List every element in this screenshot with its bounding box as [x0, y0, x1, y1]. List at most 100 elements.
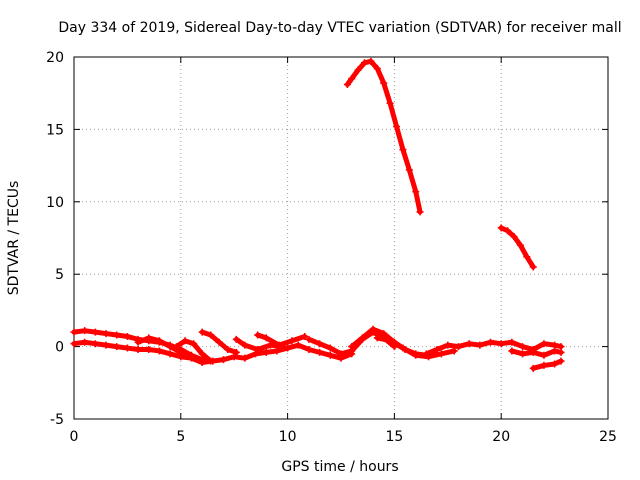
- data-point: [529, 348, 537, 356]
- data-point: [123, 344, 131, 352]
- data-point: [70, 340, 78, 348]
- y-tick-label: 10: [46, 195, 64, 211]
- data-point: [254, 345, 262, 353]
- data-point: [504, 227, 512, 235]
- data-point: [487, 338, 495, 346]
- y-tick-label: -5: [50, 412, 64, 428]
- y-tick-label: 5: [55, 267, 64, 283]
- data-point: [551, 360, 559, 368]
- data-point: [294, 341, 302, 349]
- series-line: [498, 225, 536, 270]
- data-point: [510, 233, 518, 241]
- data-point: [113, 343, 121, 351]
- data-point: [523, 253, 531, 261]
- data-point: [412, 351, 420, 359]
- series-arc-5: [198, 328, 240, 356]
- y-tick-label: 15: [46, 122, 64, 138]
- data-point: [358, 334, 366, 342]
- data-point: [155, 337, 163, 345]
- data-point: [529, 263, 537, 271]
- data-point: [273, 347, 281, 355]
- data-series: [70, 57, 565, 372]
- series-arc-12: [508, 347, 565, 359]
- x-tick-label: 20: [492, 429, 510, 445]
- data-point: [465, 340, 473, 348]
- data-point: [145, 334, 153, 342]
- data-point: [367, 57, 375, 65]
- data-point: [433, 345, 441, 353]
- data-point: [551, 347, 559, 355]
- data-point: [187, 353, 195, 361]
- data-point: [497, 224, 505, 232]
- data-point: [155, 347, 163, 355]
- data-point: [275, 341, 283, 349]
- x-axis-label: GPS time / hours: [281, 459, 398, 475]
- x-tick-label: 0: [70, 429, 79, 445]
- data-point: [405, 166, 413, 174]
- data-point: [81, 338, 89, 346]
- y-tick-label: 0: [55, 340, 64, 356]
- data-point: [416, 208, 424, 216]
- data-point: [444, 341, 452, 349]
- data-point: [497, 340, 505, 348]
- data-point: [369, 325, 377, 333]
- axis-ticks: 0 5 10 15 20 25 -5 0 5 10 15 20: [46, 50, 617, 445]
- data-point: [380, 330, 388, 338]
- data-point: [173, 343, 181, 351]
- data-point: [198, 328, 206, 336]
- data-point: [224, 345, 232, 353]
- series-arc-mid-decline: [497, 224, 537, 271]
- data-point: [337, 350, 345, 358]
- data-point: [166, 350, 174, 358]
- data-point: [386, 337, 394, 345]
- data-point: [540, 340, 548, 348]
- data-point: [134, 345, 142, 353]
- data-point: [81, 327, 89, 335]
- data-point: [113, 331, 121, 339]
- x-tick-label: 10: [279, 429, 297, 445]
- series-arc-3: [134, 334, 195, 361]
- data-point: [516, 241, 524, 249]
- data-point: [215, 338, 223, 346]
- data-point: [102, 341, 110, 349]
- data-point: [254, 331, 262, 339]
- data-point: [198, 359, 206, 367]
- series-arc-4: [173, 337, 215, 365]
- data-point: [529, 364, 537, 372]
- chart-title: Day 334 of 2019, Sidereal Day-to-day VTE…: [58, 20, 621, 36]
- data-point: [348, 75, 356, 83]
- data-point: [393, 123, 401, 131]
- data-point: [519, 350, 527, 358]
- data-point: [412, 188, 420, 196]
- data-point: [262, 334, 270, 342]
- data-point: [134, 338, 142, 346]
- data-point: [166, 343, 174, 351]
- data-point: [540, 361, 548, 369]
- data-point: [207, 331, 215, 339]
- x-tick-label: 25: [599, 429, 617, 445]
- data-point: [301, 332, 309, 340]
- data-point: [476, 341, 484, 349]
- data-point: [230, 353, 238, 361]
- data-point: [557, 357, 565, 365]
- data-point: [177, 348, 185, 356]
- data-point: [354, 66, 362, 74]
- data-point: [181, 337, 189, 345]
- data-point: [380, 79, 388, 87]
- data-point: [373, 65, 381, 73]
- data-point: [326, 344, 334, 352]
- x-tick-label: 5: [176, 429, 185, 445]
- data-point: [305, 335, 313, 343]
- data-point: [232, 335, 240, 343]
- data-point: [399, 146, 407, 154]
- data-point: [91, 340, 99, 348]
- data-point: [399, 344, 407, 352]
- data-point: [241, 341, 249, 349]
- data-point: [91, 328, 99, 336]
- grid: [74, 57, 608, 419]
- data-point: [305, 345, 313, 353]
- data-point: [360, 59, 368, 67]
- x-tick-label: 15: [385, 429, 403, 445]
- data-point: [207, 357, 215, 365]
